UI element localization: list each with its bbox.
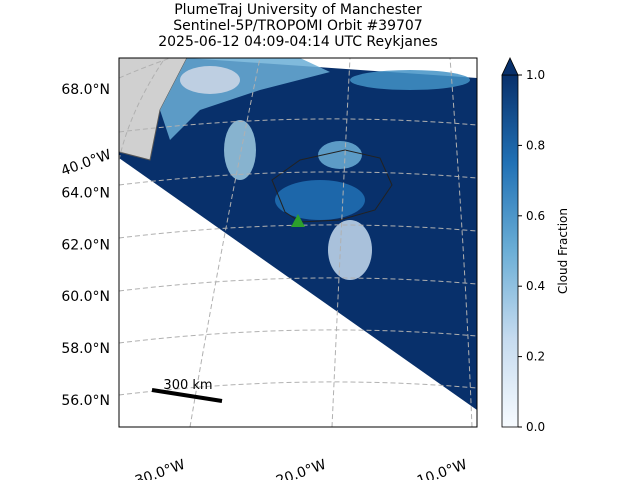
lat-label: 68.0°N [61,82,110,98]
colorbar-tick-label: 0.2 [526,350,545,364]
lat-label: 64.0°N [61,186,110,202]
greenland [119,58,188,161]
map-area [119,58,477,427]
scale-bar [151,388,223,403]
lon-label: 20.0°W [274,457,328,480]
colorbar-extend [501,57,519,76]
lat-label: 58.0°N [61,341,110,357]
lat-label: 60.0°N [61,289,110,305]
colorbar-tick-label: 0.4 [526,279,545,293]
colorbar-tick-label: 0.8 [526,138,545,152]
title-line: 2025-06-12 04:09-04:14 UTC Reykjanes [158,34,438,50]
map-frame [118,57,478,428]
colorbar-tick-label: 0.0 [526,420,545,434]
volcano-marker [291,214,305,227]
title-line: PlumeTraj University of Manchester [174,2,422,18]
colorbar-label: Cloud Fraction [556,208,570,294]
title-line: Sentinel-5P/TROPOMI Orbit #39707 [173,18,422,34]
lon-label: 30.0°W [133,457,187,480]
lon-label: 40.0°W [59,147,113,180]
scale-label: 300 km [163,378,212,393]
lat-label: 56.0°N [61,393,110,409]
iceland-coast [271,149,393,223]
swath [119,58,477,410]
colorbar-tick-label: 0.6 [526,209,545,223]
lon-label: 10.0°W [415,457,469,480]
colorbar [501,74,519,428]
lat-label: 62.0°N [61,237,110,253]
colorbar-tick-label: 1.0 [526,68,545,82]
